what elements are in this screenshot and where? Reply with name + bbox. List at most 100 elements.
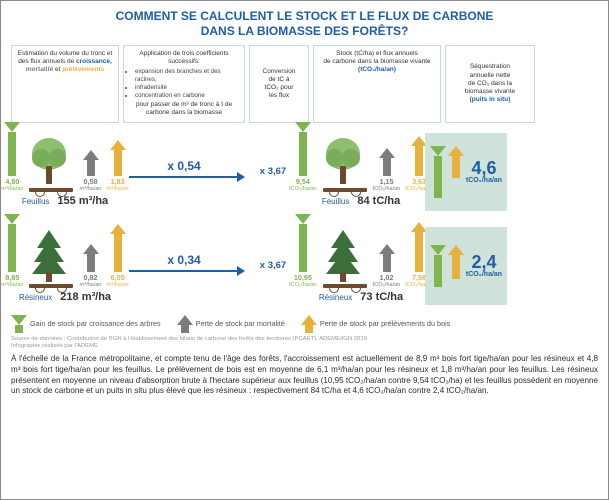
flux-unit: tCO₂/ha/an	[289, 186, 317, 192]
h5-l5: (puits in situ)	[449, 96, 531, 104]
arrow-down-icon	[11, 315, 27, 333]
legend-mortality: Perte de stock par mortalité	[177, 315, 285, 333]
flux-unit: m³/ha/an	[107, 186, 129, 192]
seq-unit: tCO₂/ha/an	[466, 271, 502, 278]
forest-row: 4,80 m³/ha/an 0,58 m³/ha/an 1,83 m³/ha/a…	[11, 125, 598, 219]
legend-a: Gain de stock par croissance des arbres	[30, 319, 161, 328]
forest-block: 10,95 tCO₂/ha/an 1,02 tCO₂/ha/an 7,58 tC…	[297, 228, 425, 303]
arrow-up-icon	[177, 315, 193, 333]
deciduous-tree-icon	[29, 136, 69, 186]
stock-metric: 218 m³/ha	[60, 291, 111, 303]
arrow-up-icon	[83, 244, 99, 272]
h1-l4: mortalité	[26, 66, 53, 73]
flux-arrow: 1,15 tCO₂/ha/an	[373, 148, 401, 192]
soil-icon	[323, 284, 367, 288]
header-box-4: Stock (tC/ha) et flux annuels de carbone…	[313, 45, 441, 123]
coef-value: x 0,34	[167, 253, 200, 267]
stock-metric: 73 tC/ha	[360, 291, 403, 303]
arrow-down-icon	[430, 245, 446, 287]
header-box-5: Séquestration annuelle nette de CO₂ dans…	[445, 45, 535, 123]
flux-value: 0,82	[84, 273, 98, 282]
conifer-tree-icon	[323, 228, 363, 282]
h2-b1: expansion des branches et des racines,	[135, 68, 241, 84]
legend-growth: Gain de stock par croissance des arbres	[11, 315, 161, 333]
arrow-up-icon	[83, 150, 99, 176]
title-line1: COMMENT SE CALCULENT LE STOCK ET LE FLUX…	[11, 9, 598, 24]
tree-icon	[323, 228, 367, 288]
h2-l1: Application de trois	[139, 50, 194, 57]
flux-value: 1,02	[380, 273, 394, 282]
arrow-up-icon	[379, 244, 395, 272]
flux-arrow: 4,80 m³/ha/an	[1, 122, 23, 192]
long-arrow-icon	[129, 270, 239, 272]
data-rows: 4,80 m³/ha/an 0,58 m³/ha/an 1,83 m³/ha/a…	[1, 125, 608, 313]
h1-l1: Estimation du volume du tronc	[18, 50, 105, 57]
forest-type: Résineux	[19, 293, 52, 302]
sequestration-block: 2,4tCO₂/ha/an	[425, 227, 507, 305]
soil-icon	[323, 188, 367, 192]
coefficient: x 0,54	[119, 159, 249, 184]
h4-l2: de carbone dans la biomasse vivante	[317, 58, 437, 66]
arrow-down-icon	[295, 122, 311, 176]
forest-block: 4,80 m³/ha/an 0,58 m³/ha/an 1,83 m³/ha/a…	[11, 136, 119, 207]
coef-value: x 0,54	[167, 159, 200, 173]
header-box-1: Estimation du volume du tronc et des flu…	[11, 45, 119, 123]
h3-l2: de tC à	[253, 76, 305, 84]
flux-arrow: 10,95 tCO₂/ha/an	[289, 214, 317, 288]
page-title: COMMENT SE CALCULENT LE STOCK ET LE FLUX…	[1, 1, 608, 41]
h1-l6: prélèvements	[62, 66, 104, 73]
flux-arrow: 1,02 tCO₂/ha/an	[373, 244, 401, 288]
flux-value: 10,95	[294, 273, 312, 282]
forest-type: Feuillus	[322, 197, 350, 206]
soil-icon	[29, 188, 73, 192]
h3-l1: Conversion	[253, 68, 305, 76]
h2-b2: infradensité	[135, 84, 241, 92]
stock-metric: 84 tC/ha	[357, 195, 400, 207]
arrow-down-icon	[4, 122, 20, 176]
h4-l3: (tCO₂/ha/an)	[317, 66, 437, 74]
body-paragraph: À l'échelle de la France métropolitaine,…	[1, 351, 608, 404]
seq-value: 2,4	[471, 253, 496, 271]
h5-l1: Séquestration	[449, 63, 531, 71]
seq-unit: tCO₂/ha/an	[466, 177, 502, 184]
header-box-2: Application de trois coefficients succes…	[123, 45, 245, 123]
forest-type: Résineux	[319, 293, 352, 302]
arrow-up-icon	[301, 315, 317, 333]
h3-l3: tCO₂ pour	[253, 84, 305, 92]
forest-block: 8,85 m³/ha/an 0,82 m³/ha/an 6,05 m³/ha/a…	[11, 228, 119, 303]
seq-value: 4,6	[471, 159, 496, 177]
title-line2: DANS LA BIOMASSE DES FORÊTS?	[11, 24, 598, 39]
tree-icon	[29, 228, 73, 288]
tree-icon	[29, 136, 73, 192]
soil-icon	[29, 284, 73, 288]
forest-type: Feuillus	[22, 197, 50, 206]
flux-value: 1,15	[380, 177, 394, 186]
flux-value: 8,85	[5, 273, 19, 282]
source-l2: Infographie réalisée par l'ADEME	[11, 343, 598, 350]
h1-l3: croissance,	[76, 58, 112, 65]
flux-arrow: 0,82 m³/ha/an	[79, 244, 101, 288]
conv-value: x 3,67	[260, 166, 286, 177]
flux-value: 0,58	[84, 177, 98, 186]
sequestration-block: 4,6tCO₂/ha/an	[425, 133, 507, 211]
header-boxes: Estimation du volume du tronc et des flu…	[1, 41, 608, 125]
header-box-3: Conversion de tC à tCO₂ pour les flux	[249, 45, 309, 123]
conv-value: x 3,67	[260, 260, 286, 271]
conifer-tree-icon	[29, 228, 69, 282]
flux-arrow: 8,85 m³/ha/an	[1, 214, 23, 288]
legend-b: Perte de stock par mortalité	[196, 319, 285, 328]
coefficient: x 0,34	[119, 253, 249, 278]
h1-l5: et	[53, 66, 62, 73]
flux-unit: m³/ha/an	[1, 186, 23, 192]
legend: Gain de stock par croissance des arbres …	[1, 313, 608, 335]
h5-l2: annuelle nette	[449, 72, 531, 80]
h5-l4: biomasse vivante	[449, 88, 531, 96]
h2-l3: pour passer de m³	[136, 101, 189, 108]
arrow-down-icon	[295, 214, 311, 272]
h5-l3: de CO₂ dans la	[449, 80, 531, 88]
source: Source de données : Contribution de l'IG…	[1, 335, 608, 351]
forest-row: 8,85 m³/ha/an 0,82 m³/ha/an 6,05 m³/ha/a…	[11, 219, 598, 313]
source-l1: Source de données : Contribution de l'IG…	[11, 336, 598, 343]
legend-c: Perte de stock par prélèvements du bois	[320, 319, 451, 328]
flux-value: 4,80	[5, 177, 19, 186]
